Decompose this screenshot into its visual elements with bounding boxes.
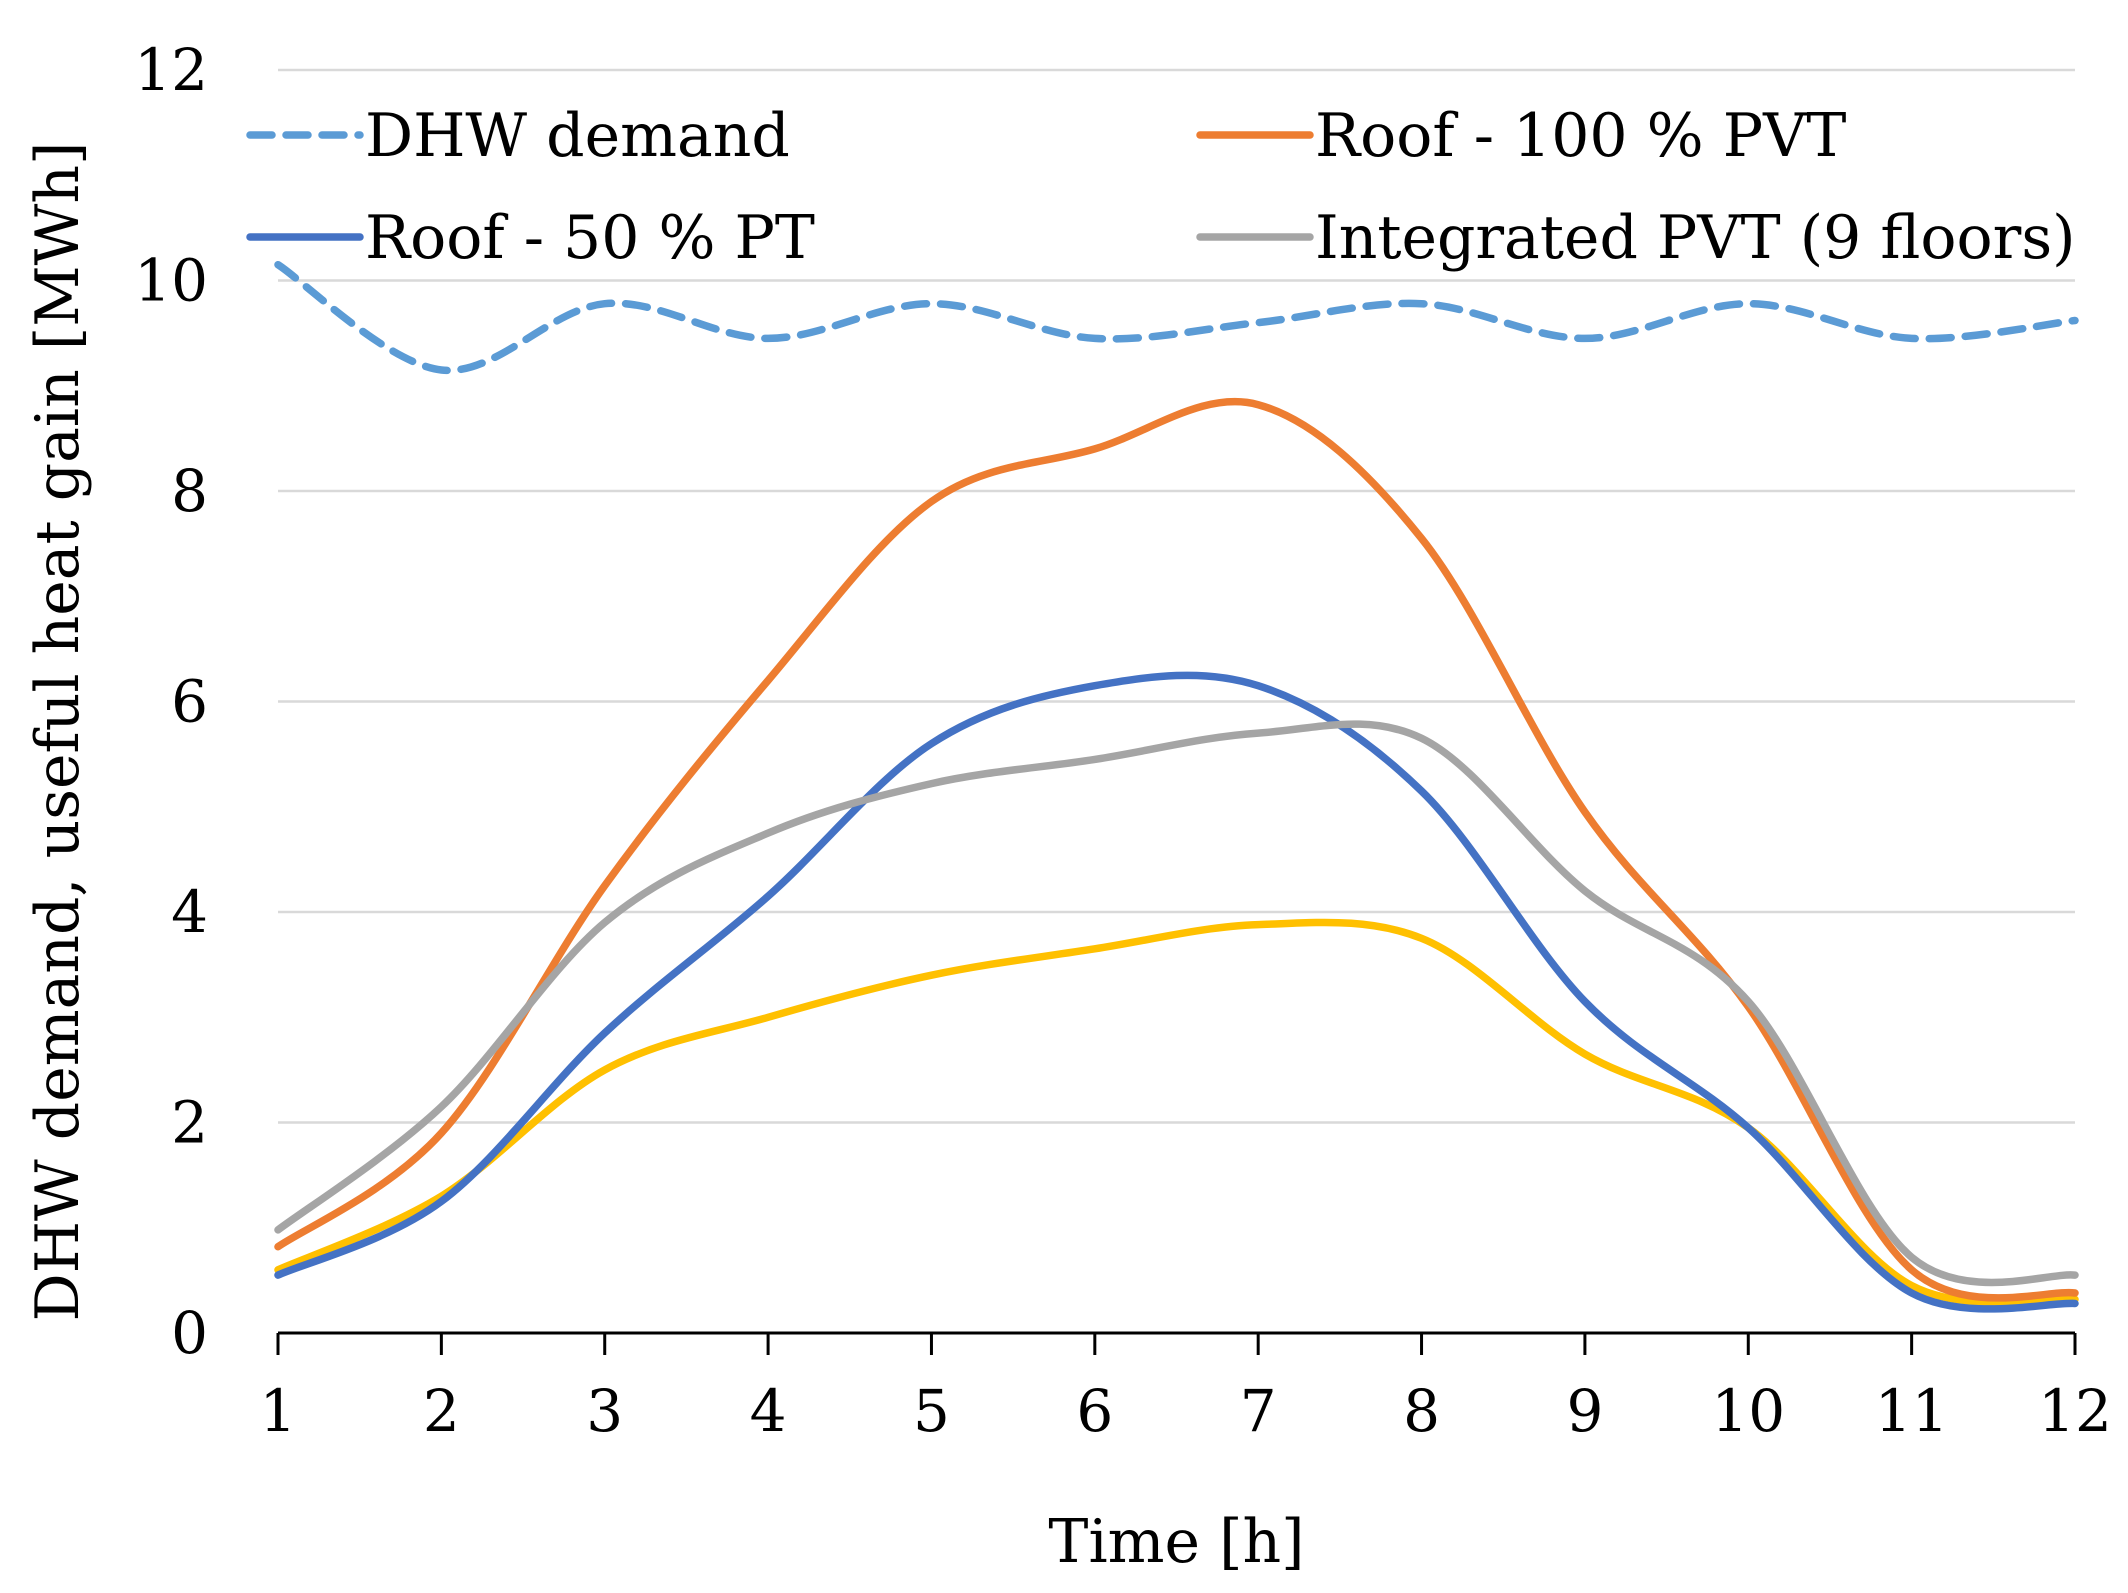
- legend-item: DHW demand: [246, 101, 790, 171]
- x-tick-label: 6: [1076, 1377, 1113, 1445]
- legend-label: Roof - 50 % PT: [365, 203, 815, 273]
- legend-label: Integrated PVT (9 floors): [1315, 203, 2076, 273]
- y-tick-label: 2: [171, 1089, 208, 1157]
- legend-label: DHW demand: [365, 101, 790, 171]
- series-line-roof-50-pt: [274, 671, 2079, 1313]
- y-axis-title: DHW demand, useful heat gain [MWh]: [23, 142, 93, 1322]
- y-tick-label: 6: [171, 668, 208, 736]
- gridlines: [278, 68, 2075, 1124]
- x-tick-label: 11: [1875, 1377, 1949, 1445]
- x-tick-label: 1: [260, 1377, 297, 1445]
- y-tick-label: 8: [171, 457, 208, 525]
- x-tick-label: 9: [1566, 1377, 1603, 1445]
- y-tick-label: 4: [171, 878, 208, 946]
- series-line-integrated-pvt-9-floors: [274, 720, 2079, 1287]
- x-tick-label: 4: [750, 1377, 787, 1445]
- x-tick-label: 2: [423, 1377, 460, 1445]
- series-line-roof-100-pvt: [274, 397, 2079, 1302]
- legend-item: Roof - 100 % PVT: [1196, 101, 1846, 171]
- x-tick-label: 8: [1403, 1377, 1440, 1445]
- legend-item: Integrated PVT (9 floors): [1196, 203, 2076, 273]
- x-tick-labels: 1 2 3 4 5 6 7 8 9 10 11 12: [260, 1377, 2112, 1445]
- x-tick-label: 10: [1711, 1377, 1785, 1445]
- y-tick-label: 10: [134, 247, 208, 315]
- x-tick-label: 12: [2038, 1377, 2112, 1445]
- y-tick-label: 12: [134, 36, 208, 104]
- series-lines: [274, 260, 2079, 1313]
- x-axis-title: Time [h]: [1048, 1507, 1304, 1577]
- legend-item: Roof - 50 % PT: [246, 203, 815, 273]
- series-line-dhw-demand: [274, 260, 2079, 375]
- x-tick-label: 5: [913, 1377, 950, 1445]
- axes: [276, 1331, 2077, 1355]
- x-tick-label: 3: [586, 1377, 623, 1445]
- legend-label: Roof - 100 % PVT: [1315, 101, 1846, 171]
- legend: DHW demand Roof - 100 % PVT Roof - 50 % PT…: [246, 101, 2076, 273]
- y-tick-label: 0: [171, 1299, 208, 1367]
- y-tick-labels: 0 2 4 6 8 10 12: [134, 36, 208, 1367]
- x-tick-label: 7: [1240, 1377, 1277, 1445]
